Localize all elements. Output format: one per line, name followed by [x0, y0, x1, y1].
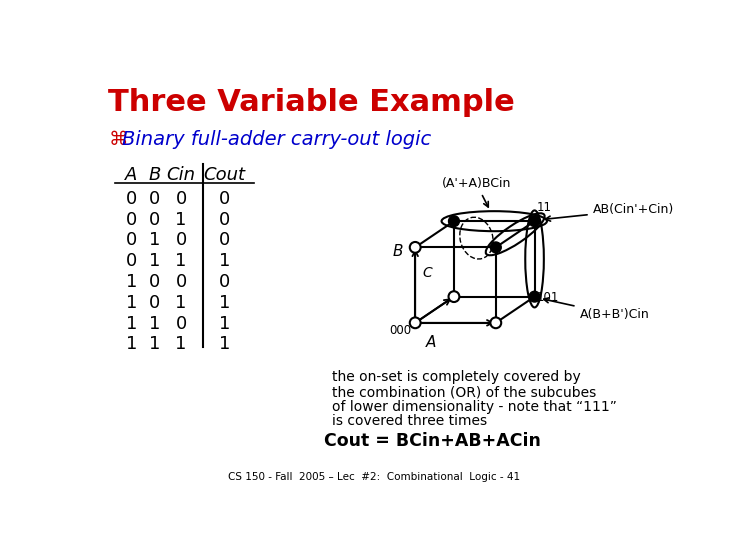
Text: Binary full-adder carry-out logic: Binary full-adder carry-out logic [122, 130, 431, 149]
Text: 1: 1 [126, 294, 137, 312]
Text: ⌘: ⌘ [108, 130, 128, 149]
Text: 0: 0 [219, 273, 230, 291]
Text: 1: 1 [149, 231, 161, 249]
Text: 1: 1 [219, 315, 230, 333]
Text: of lower dimensionality - note that “111”: of lower dimensionality - note that “111… [331, 400, 616, 414]
Text: 1: 1 [175, 252, 187, 270]
Text: 1: 1 [219, 252, 230, 270]
Circle shape [529, 216, 540, 226]
Text: B: B [149, 166, 161, 184]
Text: 1: 1 [126, 273, 137, 291]
Text: 0: 0 [126, 252, 137, 270]
Text: Cin: Cin [166, 166, 196, 184]
Text: 0: 0 [149, 294, 161, 312]
Text: A: A [426, 335, 436, 350]
Text: 11: 11 [537, 201, 552, 214]
Text: 1: 1 [219, 335, 230, 353]
Text: 000: 000 [389, 324, 411, 337]
Circle shape [491, 317, 502, 328]
Text: 0: 0 [126, 231, 137, 249]
Text: 1: 1 [149, 252, 161, 270]
Text: 0: 0 [175, 273, 187, 291]
Text: 0: 0 [126, 211, 137, 229]
Text: the combination (OR) of the subcubes: the combination (OR) of the subcubes [331, 385, 596, 399]
Text: C: C [423, 266, 432, 280]
Text: 0: 0 [149, 273, 161, 291]
Text: CS 150 - Fall  2005 – Lec  #2:  Combinational  Logic - 41: CS 150 - Fall 2005 – Lec #2: Combination… [228, 472, 520, 482]
Text: 1: 1 [149, 335, 161, 353]
Text: 0: 0 [149, 190, 161, 208]
Text: the on-set is completely covered by: the on-set is completely covered by [331, 370, 580, 385]
Text: 0: 0 [175, 315, 187, 333]
Circle shape [448, 216, 459, 226]
Text: Cout: Cout [204, 166, 245, 184]
Text: 101: 101 [537, 291, 559, 304]
Text: 0: 0 [219, 231, 230, 249]
Text: 1: 1 [126, 315, 137, 333]
Text: 0: 0 [175, 231, 187, 249]
Text: Three Variable Example: Three Variable Example [108, 88, 515, 117]
Text: 0: 0 [219, 211, 230, 229]
Circle shape [410, 317, 420, 328]
Text: AB(Cin'+Cin): AB(Cin'+Cin) [545, 203, 674, 221]
Text: 0: 0 [175, 190, 187, 208]
Circle shape [491, 242, 502, 253]
Text: (A'+A)BCin: (A'+A)BCin [442, 177, 511, 207]
Text: 0: 0 [219, 190, 230, 208]
Text: 1: 1 [149, 315, 161, 333]
Text: is covered three times: is covered three times [331, 415, 487, 428]
Circle shape [448, 291, 459, 302]
Circle shape [529, 291, 540, 302]
Text: 0: 0 [149, 211, 161, 229]
Text: B: B [393, 244, 404, 259]
Text: A: A [126, 166, 138, 184]
Circle shape [410, 242, 420, 253]
Text: 1: 1 [175, 335, 187, 353]
Text: 0: 0 [126, 190, 137, 208]
Text: A(B+B')Cin: A(B+B')Cin [544, 298, 649, 321]
Text: Cout = BCin+AB+ACin: Cout = BCin+AB+ACin [324, 432, 541, 450]
Text: 1: 1 [175, 294, 187, 312]
Text: 1: 1 [126, 335, 137, 353]
Text: 1: 1 [219, 294, 230, 312]
Text: 1: 1 [175, 211, 187, 229]
